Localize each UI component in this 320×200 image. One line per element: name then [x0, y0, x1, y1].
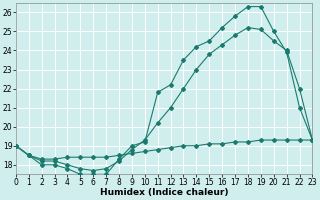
- X-axis label: Humidex (Indice chaleur): Humidex (Indice chaleur): [100, 188, 228, 197]
